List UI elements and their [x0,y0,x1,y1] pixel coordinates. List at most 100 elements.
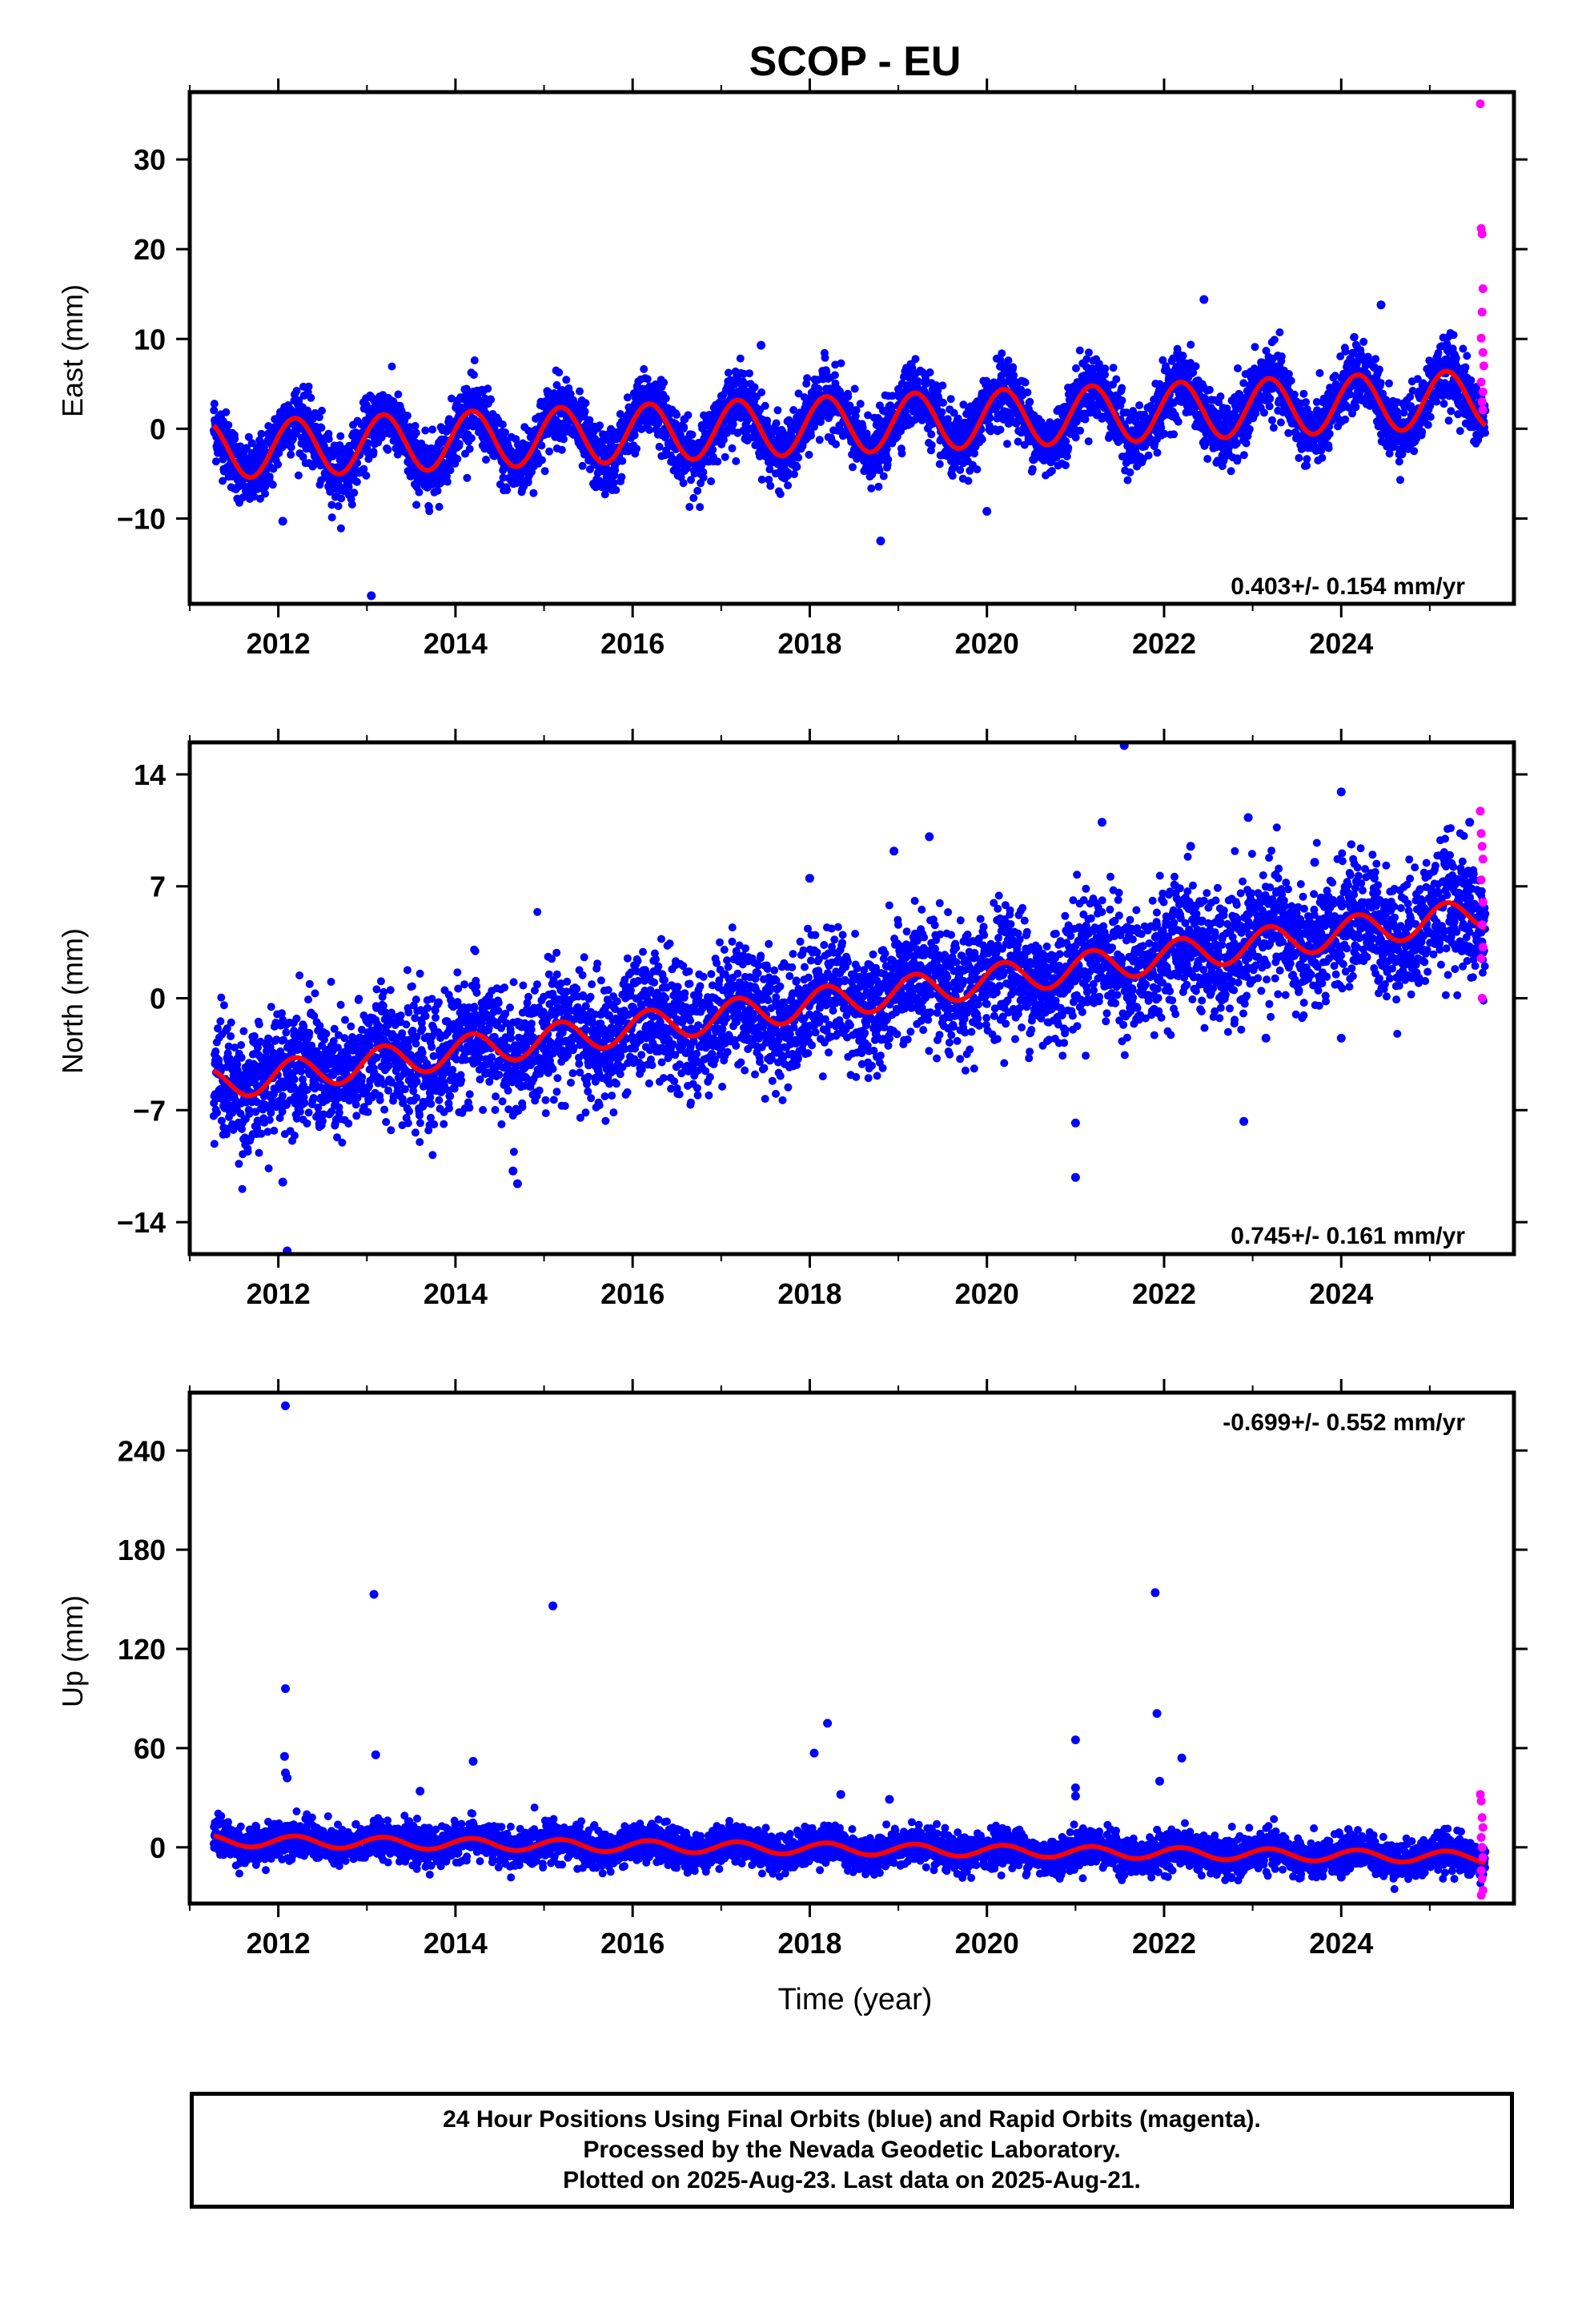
east-point [939,398,947,407]
east-point [897,449,906,458]
east-point [1350,332,1359,341]
east-point [611,466,620,475]
east-point [210,400,219,408]
east-point [986,413,994,422]
east-point [685,503,694,511]
east-point [487,396,496,404]
east-point [1251,343,1259,352]
east-point [728,444,737,452]
east-point [643,375,652,384]
east-point [394,390,403,399]
east-point [1375,365,1383,374]
east-point [1123,476,1132,485]
east-point [1275,328,1284,336]
east-point [1385,379,1393,388]
east-point [484,384,492,393]
east-point [946,395,955,404]
east-point [724,368,733,377]
east-point [640,364,648,373]
east-point [964,476,973,485]
east-point [689,493,698,502]
east-point [467,434,476,443]
east-point [1265,402,1274,411]
east-point [1135,401,1144,410]
east-point [655,442,664,451]
east-point [1303,455,1311,464]
east-point [1268,416,1276,424]
east-point [630,431,639,440]
east-point [661,394,670,403]
east-point [596,421,604,430]
east-point [1101,364,1110,373]
east-point [1174,417,1182,426]
east-point [1396,476,1404,485]
east-point [803,374,812,383]
east-point [757,475,766,484]
east-point [696,503,705,512]
east-point [578,461,587,470]
east-point [455,440,464,448]
east-point [948,472,957,480]
east-point [709,445,717,454]
east-point [884,455,893,464]
east-point [1227,467,1235,476]
east-point [1239,451,1248,460]
east-point [721,452,729,461]
east-point [911,355,920,364]
east-point [784,481,793,490]
east-point [773,406,782,415]
east-point [1144,451,1153,460]
east-point [745,369,753,378]
east-point [757,388,766,396]
east-point [538,456,546,464]
east-point [274,460,283,468]
east-point [998,349,1006,358]
east-point [503,486,512,494]
east-point [609,479,618,488]
east-point [412,501,421,509]
east-point [1026,397,1034,406]
east-point [645,425,654,434]
east-point [443,477,452,486]
east-point [383,445,392,454]
east-point [1071,433,1080,442]
east-point [617,472,626,481]
east-point [334,502,343,510]
east-point [1295,453,1303,462]
east-data-points [209,295,1490,601]
east-point [830,371,839,380]
east-point [1318,453,1327,462]
east-point [324,435,333,444]
east-point [850,384,859,393]
east-point [369,448,378,456]
east-point [1205,385,1214,394]
east-point [359,464,368,473]
east-point [287,450,295,459]
east-point [1371,355,1380,364]
east-point [707,477,716,485]
east-point [292,387,301,395]
east-point [1004,356,1013,365]
east-point [1395,457,1403,466]
east-point [337,494,346,503]
east-point [772,419,781,428]
east-point [1203,455,1212,463]
east-point [879,472,888,480]
east-point [1277,352,1286,361]
east-point [806,431,815,440]
east-point [1299,389,1308,398]
east-point [421,426,430,435]
east-point [1290,390,1299,399]
east-point [612,485,620,494]
east-point [327,501,336,509]
east-point [465,444,474,453]
east-point [1418,428,1427,436]
east-point [713,457,722,466]
east-point [529,489,538,497]
east-point [732,456,741,465]
east-point [1324,444,1333,452]
east-point [750,383,759,392]
east-point [1266,394,1275,403]
east-point [761,401,769,410]
